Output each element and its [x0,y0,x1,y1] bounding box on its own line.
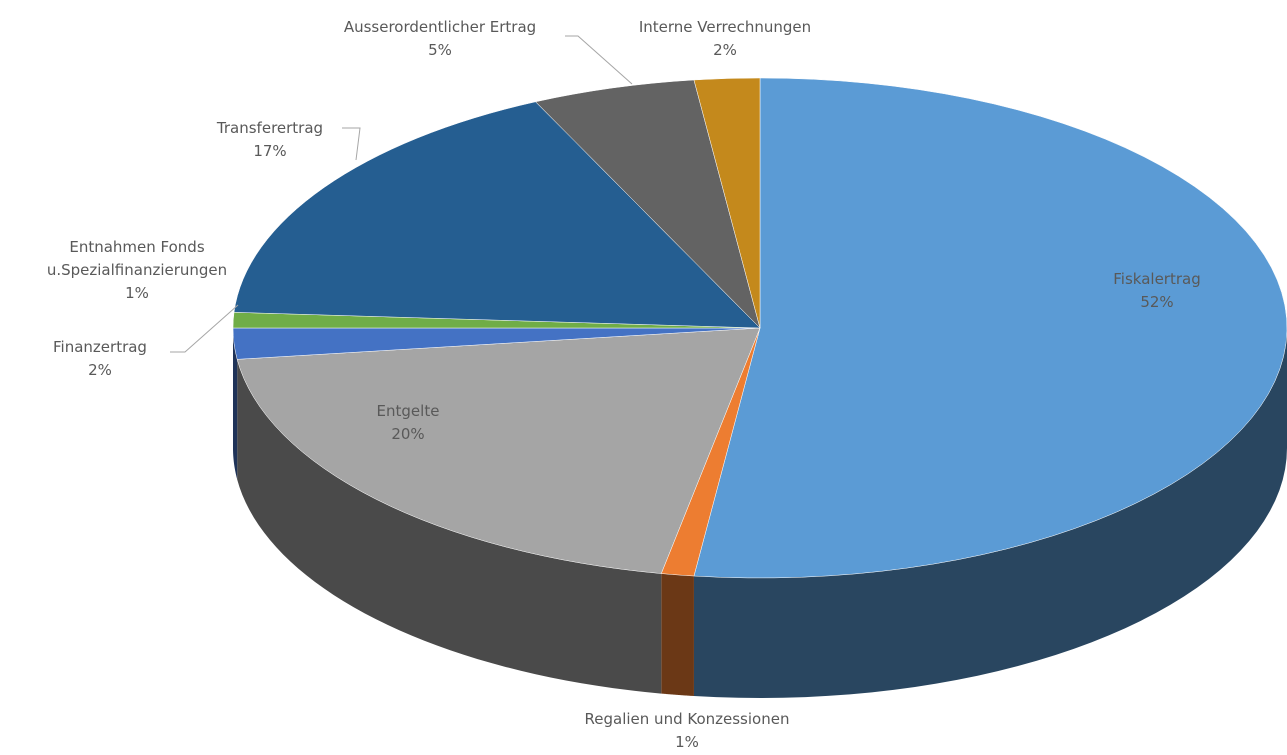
pie-slice [535,79,761,329]
pie-slice [693,77,1287,579]
slice-value: 5% [428,41,452,59]
pie-slice [236,327,761,574]
slice-value: 20% [391,425,425,443]
slice-name: Entgelte [376,402,440,420]
pie-tops [232,77,1287,579]
slice-value: 1% [675,733,699,751]
data-label: Fiskalertrag 52% [1057,268,1257,314]
pie-sides [233,328,1287,698]
slice-value: 2% [88,361,112,379]
data-label: Transferertrag 17% [190,117,350,163]
pie-side [237,359,662,694]
slice-value: 2% [713,41,737,59]
slice-value: 1% [125,284,149,302]
leader-line [170,304,239,353]
data-label: Regalien und Konzessionen 1% [537,708,837,754]
slice-name: Fiskalertrag [1113,270,1201,288]
leader-line [342,127,361,161]
leader-lines [170,35,633,353]
slice-value: 52% [1140,293,1174,311]
pie-slice [233,101,761,329]
pie-side [693,328,1287,698]
data-label: Entnahmen Fonds u.Spezialfinanzierungen 1… [30,236,245,305]
data-label: Entgelte 20% [348,400,468,446]
slice-value: 17% [253,142,287,160]
slice-name: Finanzertrag [53,338,147,356]
pie-side [661,573,694,697]
data-label: Ausserordentlicher Ertrag 5% [300,16,580,62]
data-label: Interne Verrechnungen 2% [595,16,855,62]
slice-name: Interne Verrechnungen [638,18,812,36]
pie-side [233,328,238,480]
leader-line [565,35,633,85]
data-label: Finanzertrag 2% [30,336,170,382]
slice-name: Entnahmen Fonds u.Spezialfinanzierungen [46,238,228,279]
slice-name: Transferertrag [216,119,324,137]
pie-slice [693,77,761,329]
slice-name: Regalien und Konzessionen [584,710,790,728]
slice-name: Ausserordentlicher Ertrag [343,18,537,36]
